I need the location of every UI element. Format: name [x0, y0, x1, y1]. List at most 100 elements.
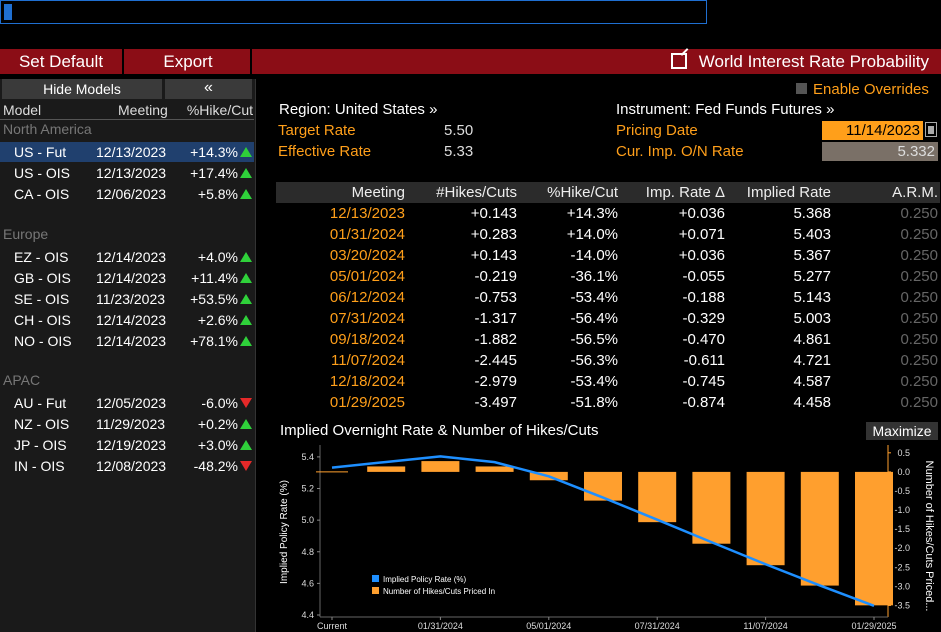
- model-row[interactable]: IN - OIS 12/08/2023 -48.2%: [0, 456, 254, 476]
- table-cell: -1.317: [474, 310, 517, 327]
- model-row[interactable]: JP - OIS 12/19/2023 +3.0%: [0, 435, 254, 455]
- left-tick-label: 4.6: [301, 578, 314, 588]
- target-rate-label: Target Rate: [278, 122, 356, 139]
- hide-models-button[interactable]: Hide Models: [2, 79, 162, 99]
- bar[interactable]: [421, 461, 460, 472]
- table-cell: 0.250: [900, 226, 938, 243]
- table-row[interactable]: 12/13/2023 +0.143 +14.3% +0.036 5.368 0.250: [276, 203, 940, 224]
- export-button[interactable]: Export: [126, 49, 252, 74]
- table-cell: 0.250: [900, 268, 938, 285]
- bar[interactable]: [475, 466, 514, 472]
- left-tick-label: 5.0: [301, 515, 314, 525]
- model-meeting: 12/14/2023: [96, 249, 167, 265]
- table-cell: -53.4%: [570, 289, 618, 306]
- policy-rate-line[interactable]: [331, 455, 875, 608]
- model-row[interactable]: NO - OIS 12/14/2023 +78.1%: [0, 331, 254, 351]
- model-row[interactable]: US - OIS 12/13/2023 +17.4%: [0, 163, 254, 183]
- pricing-date-input[interactable]: 11/14/2023: [822, 121, 923, 140]
- table-row[interactable]: 11/07/2024 -2.445 -56.3% -0.611 4.721 0.250: [276, 350, 940, 371]
- model-row[interactable]: CH - OIS 12/14/2023 +2.6%: [0, 310, 254, 330]
- table-cell: -0.611: [683, 352, 725, 369]
- bar[interactable]: [800, 471, 839, 586]
- model-meeting: 12/14/2023: [96, 333, 167, 349]
- rate-chart[interactable]: 5.4 5.2 5.0 4.8 4.6 4.4 0.5 0.0 -0.5 -1.0 -1.5 -2.0…: [276, 441, 940, 632]
- x-tick-label: 01/29/2025: [851, 621, 896, 631]
- model-pct: +4.0%: [197, 249, 238, 265]
- right-tick-label: -2.0: [894, 543, 910, 553]
- col-implied-rate[interactable]: Implied Rate: [746, 184, 831, 201]
- table-cell: 0.250: [900, 247, 938, 264]
- bar[interactable]: [692, 471, 731, 544]
- col-meeting[interactable]: Meeting: [351, 184, 405, 201]
- triangle-up-icon: [240, 294, 252, 304]
- model-row[interactable]: US - Fut 12/13/2023 +14.3%: [0, 142, 254, 162]
- table-row[interactable]: 12/18/2024 -2.979 -53.4% -0.745 4.587 0.250: [276, 371, 940, 392]
- col-hikes-cuts[interactable]: #Hikes/Cuts: [436, 184, 517, 201]
- model-meeting: 12/06/2023: [96, 186, 167, 202]
- collapse-panel-button[interactable]: «: [165, 79, 252, 99]
- table-row[interactable]: 03/20/2024 +0.143 -14.0% +0.036 5.367 0.250: [276, 245, 940, 266]
- model-pct: +3.0%: [197, 437, 238, 453]
- model-name: JP - OIS: [14, 437, 67, 453]
- table-row[interactable]: 01/29/2025 -3.497 -51.8% -0.874 4.458 0.250: [276, 392, 940, 413]
- table-cell: -0.329: [682, 310, 725, 327]
- table-cell: 5.403: [793, 226, 831, 243]
- model-meeting: 11/29/2023: [96, 416, 166, 432]
- table-row[interactable]: 05/01/2024 -0.219 -36.1% -0.055 5.277 0.250: [276, 266, 940, 287]
- table-cell: -36.1%: [570, 268, 618, 285]
- command-line[interactable]: [0, 0, 707, 24]
- maximize-button[interactable]: Maximize: [866, 422, 938, 440]
- bar[interactable]: [855, 471, 893, 606]
- model-meeting: 12/13/2023: [96, 144, 167, 160]
- model-row[interactable]: NZ - OIS 11/29/2023 +0.2%: [0, 414, 254, 434]
- model-row[interactable]: CA - OIS 12/06/2023 +5.8%: [0, 184, 254, 204]
- bar[interactable]: [367, 466, 406, 472]
- cur-imp-rate-field[interactable]: 5.332: [822, 142, 938, 161]
- left-tick-label: 5.4: [301, 452, 314, 462]
- table-cell: 0.250: [900, 373, 938, 390]
- models-panel: Hide Models « Model Meeting %Hike/Cut No…: [0, 79, 256, 632]
- triangle-up-icon: [240, 147, 252, 157]
- external-link-icon[interactable]: [670, 53, 687, 69]
- table-cell: 0.250: [900, 289, 938, 306]
- set-default-button[interactable]: Set Default: [0, 49, 124, 74]
- table-cell: 5.367: [793, 247, 831, 264]
- instrument-selector[interactable]: Instrument: Fed Funds Futures »: [616, 101, 835, 118]
- model-name: US - OIS: [14, 165, 71, 181]
- checkbox-icon[interactable]: [796, 83, 807, 94]
- table-row[interactable]: 07/31/2024 -1.317 -56.4% -0.329 5.003 0.250: [276, 308, 940, 329]
- table-cell: +0.036: [678, 247, 725, 264]
- table-cell: +14.3%: [566, 205, 618, 222]
- model-row[interactable]: GB - OIS 12/14/2023 +11.4%: [0, 268, 254, 288]
- table-cell: 0.250: [900, 205, 938, 222]
- col-imp-rate-delta[interactable]: Imp. Rate Δ: [645, 184, 725, 201]
- table-cell: 0.250: [900, 331, 938, 348]
- model-meeting: 12/05/2023: [96, 395, 167, 411]
- models-header: Model Meeting %Hike/Cut: [0, 100, 254, 120]
- bar[interactable]: [584, 471, 622, 501]
- enable-overrides-label: Enable Overrides: [813, 81, 929, 98]
- col-model: Model: [3, 102, 42, 118]
- table-cell: 4.587: [793, 373, 831, 390]
- table-row[interactable]: 01/31/2024 +0.283 +14.0% +0.071 5.403 0.250: [276, 224, 940, 245]
- legend-swatch-hikes: [372, 587, 379, 594]
- table-row[interactable]: 06/12/2024 -0.753 -53.4% -0.188 5.143 0.250: [276, 287, 940, 308]
- region-label: APAC: [3, 372, 41, 388]
- model-name: SE - OIS: [14, 291, 70, 307]
- region-selector[interactable]: Region: United States »: [279, 101, 438, 118]
- col-pct-hike-cut[interactable]: %Hike/Cut: [547, 184, 618, 201]
- col-arm[interactable]: A.R.M.: [892, 184, 938, 201]
- table-row[interactable]: 09/18/2024 -1.882 -56.5% -0.470 4.861 0.250: [276, 329, 940, 350]
- table-cell: 12/13/2023: [329, 205, 405, 222]
- right-tick-label: -1.5: [894, 524, 910, 534]
- enable-overrides[interactable]: Enable Overrides: [796, 81, 929, 98]
- model-meeting: 11/23/2023: [96, 291, 166, 307]
- bar[interactable]: [746, 471, 785, 566]
- model-row[interactable]: SE - OIS 11/23/2023 +53.5%: [0, 289, 254, 309]
- model-row[interactable]: EZ - OIS 12/14/2023 +4.0%: [0, 247, 254, 267]
- model-name: NO - OIS: [14, 333, 72, 349]
- model-row[interactable]: AU - Fut 12/05/2023 -6.0%: [0, 393, 254, 413]
- table-cell: 4.721: [793, 352, 831, 369]
- table-cell: 0.250: [900, 352, 938, 369]
- calendar-icon[interactable]: [925, 122, 937, 137]
